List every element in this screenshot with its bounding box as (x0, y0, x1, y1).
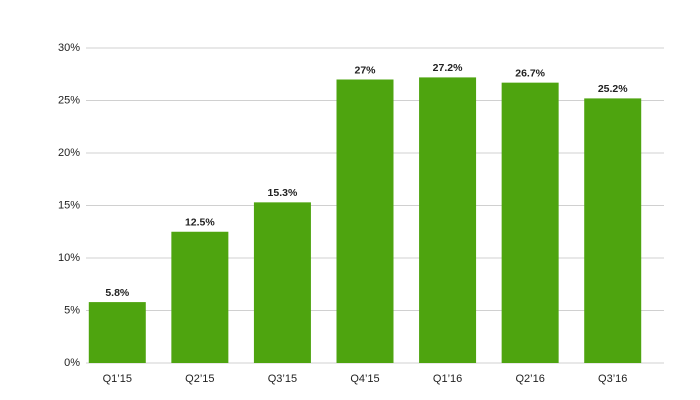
bar (253, 202, 311, 363)
y-tick-label: 15% (58, 199, 80, 211)
bar (88, 302, 146, 363)
y-tick-label: 0% (64, 357, 80, 369)
bar (419, 77, 477, 364)
x-tick-label: Q3’15 (268, 373, 297, 385)
value-label: 26.7% (515, 67, 545, 79)
x-tick-label: Q4’15 (350, 373, 379, 385)
y-tick-label: 10% (58, 252, 80, 264)
value-label: 25.2% (598, 83, 628, 95)
value-label: 5.8% (105, 287, 130, 299)
value-label: 27% (354, 64, 376, 76)
y-tick-label: 30% (58, 42, 80, 54)
x-tick-label: Q2’15 (185, 373, 214, 385)
bar (336, 79, 394, 363)
x-tick-label: Q1’15 (103, 373, 132, 385)
value-label: 27.2% (433, 62, 463, 74)
y-tick-label: 5% (64, 304, 80, 316)
value-label: 15.3% (268, 187, 298, 199)
bar (171, 231, 229, 363)
value-label: 12.5% (185, 217, 215, 229)
y-tick-label: 25% (58, 94, 80, 106)
y-tick-label: 20% (58, 147, 80, 159)
bar (584, 98, 642, 364)
x-tick-label: Q3’16 (598, 373, 627, 385)
x-tick-label: Q1’16 (433, 373, 462, 385)
bar (501, 82, 559, 364)
x-tick-label: Q2’16 (515, 373, 544, 385)
